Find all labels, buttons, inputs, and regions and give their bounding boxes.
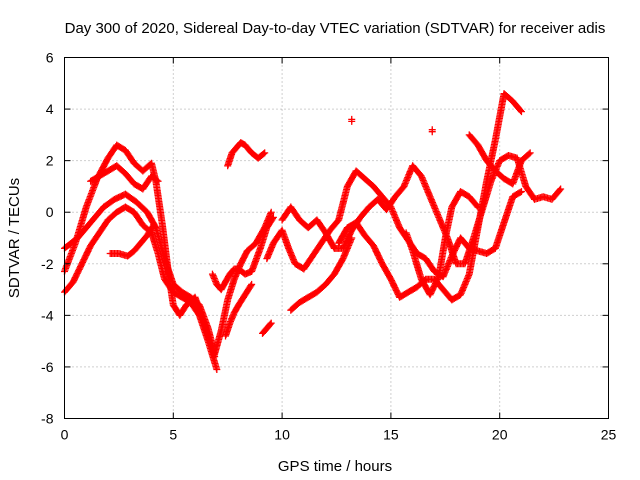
data-point — [557, 185, 565, 193]
y-tick-label: -6 — [41, 359, 54, 375]
x-tick-label: 25 — [601, 427, 617, 443]
data-point — [266, 320, 274, 328]
data-point — [154, 177, 162, 185]
data-point — [517, 188, 525, 196]
axis-ticks: 0 5 10 15 20 25 -8 -6 -4 -2 0 2 4 6 — [41, 50, 616, 443]
data-point — [260, 150, 268, 158]
data-point — [428, 128, 436, 136]
y-tick-label: -2 — [41, 256, 54, 272]
y-tick-label: 6 — [46, 50, 54, 66]
y-tick-label: 2 — [46, 153, 54, 169]
data-point — [517, 108, 525, 116]
data-point — [269, 213, 277, 221]
data-point — [473, 202, 481, 210]
data-point — [526, 149, 534, 157]
data-point — [261, 149, 269, 157]
x-tick-label: 20 — [492, 427, 508, 443]
data-point — [248, 280, 256, 288]
x-tick-label: 15 — [383, 427, 399, 443]
data-point — [348, 117, 356, 125]
data-point — [516, 188, 524, 196]
data-point — [267, 208, 275, 216]
data-point — [149, 222, 157, 230]
data-point — [150, 221, 158, 229]
data-point — [153, 176, 161, 184]
data-point — [267, 319, 275, 327]
x-axis-label: GPS time / hours — [278, 458, 392, 475]
data-point — [556, 186, 564, 194]
plot-frame — [64, 57, 609, 419]
y-tick-label: -4 — [41, 307, 54, 323]
y-tick-label: 0 — [46, 204, 54, 220]
y-tick-label: 4 — [46, 101, 54, 117]
data-point — [213, 366, 221, 374]
x-tick-label: 0 — [61, 427, 69, 443]
x-tick-label: 5 — [169, 427, 177, 443]
data-point — [525, 150, 533, 158]
data-point — [474, 203, 482, 211]
data-points — [61, 90, 565, 374]
data-point — [516, 107, 524, 115]
chart-title: Day 300 of 2020, Sidereal Day-to-day VTE… — [65, 20, 606, 37]
data-point — [247, 282, 255, 290]
x-tick-label: 10 — [274, 427, 290, 443]
data-point — [269, 215, 277, 223]
y-tick-label: -8 — [41, 411, 54, 427]
y-axis-label: SDTVAR / TECUs — [6, 178, 23, 298]
data-point — [348, 234, 356, 242]
